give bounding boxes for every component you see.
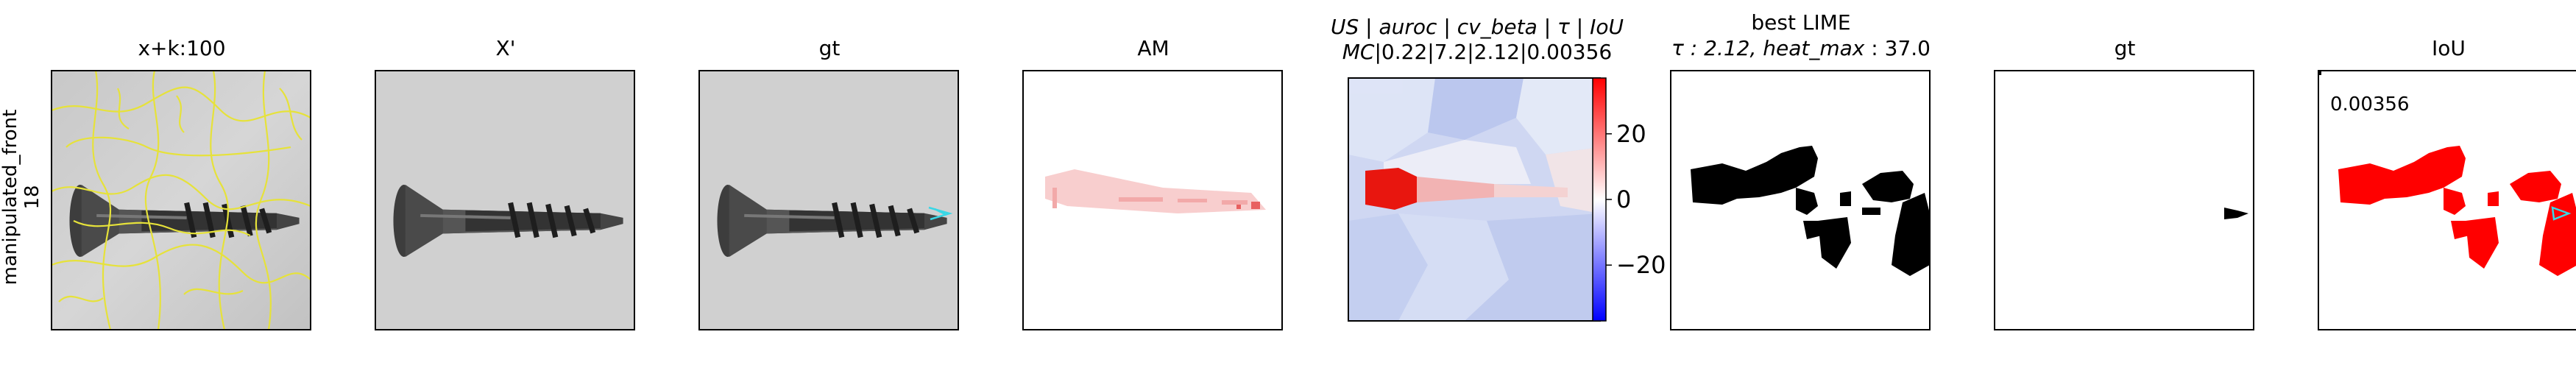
panel-3-title: gt	[819, 36, 841, 60]
superpixel-boundaries	[51, 70, 311, 330]
panel-x-prime: X'	[375, 36, 635, 330]
row-label-line1: manipulated_front	[0, 110, 21, 286]
colorbar	[1592, 77, 1607, 322]
title-term-iou: IoU	[1590, 15, 1624, 39]
title-sep-1: |	[1359, 15, 1379, 39]
title-term-cv-beta: cv_beta	[1457, 15, 1538, 39]
panel-gt-mask: gt	[1994, 36, 2254, 330]
panel-5-title-line2: MC|0.22|7.2|2.12|0.00356	[1342, 40, 1612, 64]
colorbar-tick-label: 0	[1616, 185, 1631, 213]
panel-heatmap: US | auroc | cv_beta | τ | IoU MC|0.22|7…	[1331, 15, 1666, 322]
title-term-auroc: auroc	[1379, 15, 1438, 39]
iou-value: 0.00356	[2330, 93, 2410, 116]
panel-4-title: AM	[1137, 36, 1169, 60]
title-term-tau: τ	[1557, 15, 1570, 39]
panel-2-title: X'	[496, 36, 516, 60]
lime-tau: τ : 2.12,	[1671, 36, 1763, 60]
panel-best-lime: best LIME τ : 2.12, heat_max : 37.0	[1670, 10, 1931, 330]
panel-6-title-line2: τ : 2.12, heat_max : 37.0	[1671, 36, 1931, 60]
title-sep-3: |	[1538, 15, 1557, 39]
row-label-line2: 18	[21, 185, 43, 209]
panel-5-title-line1: US | auroc | cv_beta | τ | IoU	[1331, 15, 1624, 39]
panel-6-title-line1: best LIME	[1751, 10, 1850, 35]
title-prefix-mc: MC	[1342, 40, 1375, 64]
colorbar-ticks: 20 0 −20	[1606, 120, 1666, 279]
gt-marker	[928, 206, 953, 221]
panel-8-title: IoU	[2432, 36, 2466, 60]
panel-1-title: x+k:100	[138, 36, 225, 60]
colorbar-tick-label: 20	[1616, 120, 1646, 148]
lime-tail: : 37.0	[1864, 36, 1931, 60]
title-values: |0.22|7.2|2.12|0.00356	[1374, 40, 1612, 64]
title-sep-2: |	[1437, 15, 1457, 39]
panel-segmentation: x+k:100	[51, 36, 311, 330]
title-term-us: US	[1331, 15, 1359, 39]
panel-attention-map: AM	[1022, 36, 1283, 330]
panel-7-title: gt	[2115, 36, 2136, 60]
colorbar-tick-label: −20	[1616, 251, 1666, 279]
panel-gt-overlay: gt	[698, 36, 959, 330]
lime-heat-max: heat_max	[1763, 36, 1865, 60]
title-sep-4: |	[1570, 15, 1590, 39]
panel-iou: IoU 0.00356	[2318, 36, 2576, 330]
